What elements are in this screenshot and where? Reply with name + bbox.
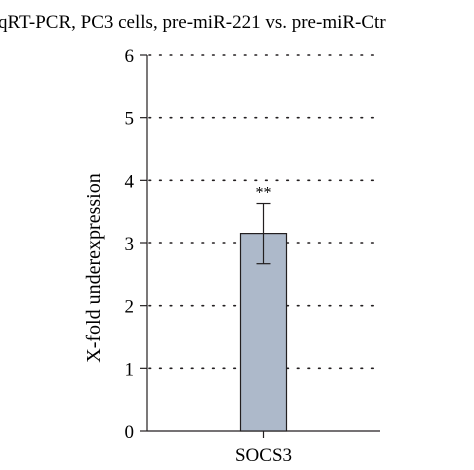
bar-socs3	[239, 233, 288, 432]
y-tick-label-2: 2	[125, 297, 135, 318]
bars: ** SOCS3	[235, 185, 292, 466]
y-tick-label-6: 6	[125, 46, 135, 67]
significance-marker: **	[256, 185, 272, 202]
gridlines	[148, 54, 381, 370]
y-axis-label: X-fold underexpression	[83, 173, 105, 362]
y-tick-label-5: 5	[125, 109, 135, 130]
x-category-label: SOCS3	[235, 445, 292, 466]
y-tick-label-1: 1	[125, 359, 135, 380]
y-tick-label-0: 0	[125, 422, 135, 443]
chart-title: qRT-PCR, PC3 cells, pre-miR-221 vs. pre-…	[0, 12, 386, 33]
y-tick-label-3: 3	[125, 234, 135, 255]
y-tick-label-4: 4	[125, 171, 135, 192]
y-axis-ticks: 0 1 2 3 4 5 6	[125, 46, 147, 443]
